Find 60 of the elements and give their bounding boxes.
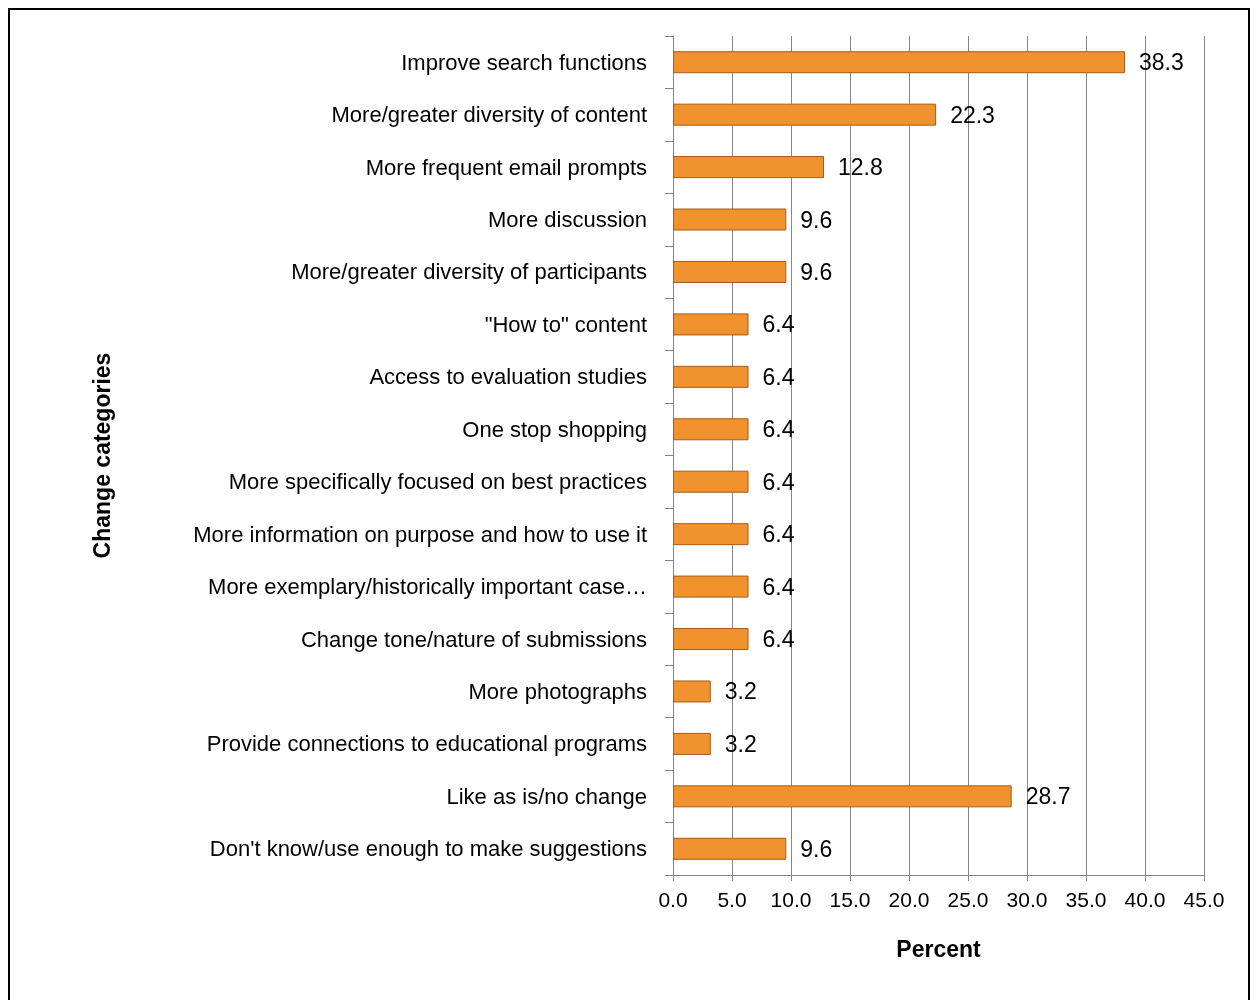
data-label: 6.4 (762, 311, 795, 338)
y-tick-label: Improve search functions (401, 49, 647, 75)
x-tick-label: 5.0 (717, 888, 747, 911)
x-tick-label: 30.0 (1006, 888, 1048, 911)
y-axis-title: Change categories (88, 352, 115, 559)
data-label: 3.2 (724, 678, 757, 705)
data-label: 12.8 (838, 154, 883, 181)
y-tick-label: More exemplary/historically important case… (208, 574, 647, 600)
bar (673, 470, 749, 493)
x-tick-label: 40.0 (1124, 888, 1166, 911)
x-tick-label: 10.0 (770, 888, 812, 911)
bar (673, 156, 825, 179)
data-label: 6.4 (762, 468, 795, 495)
bar (673, 313, 749, 336)
y-tick-label: More specifically focused on best practices (228, 469, 647, 495)
data-label: 9.6 (800, 835, 833, 862)
data-label: 6.4 (762, 363, 795, 390)
x-tick-label: 20.0 (888, 888, 930, 911)
y-tick-label: More discussion (488, 207, 647, 233)
data-label: 6.4 (762, 521, 795, 548)
bar (673, 51, 1125, 74)
x-tick-label: 25.0 (947, 888, 989, 911)
bar (673, 680, 711, 703)
bar (673, 575, 749, 598)
bar (673, 837, 787, 860)
bar (673, 260, 787, 283)
bar (673, 365, 749, 388)
y-tick-label: Access to evaluation studies (369, 364, 647, 390)
bar (673, 732, 711, 755)
y-tick-label: More/greater diversity of content (331, 102, 647, 128)
y-tick-label: One stop shopping (462, 416, 647, 442)
bar (673, 628, 749, 651)
data-label: 6.4 (762, 626, 795, 653)
bar (673, 785, 1012, 808)
data-label: 6.4 (762, 416, 795, 443)
x-tick-label: 45.0 (1183, 888, 1225, 911)
y-tick-label: More photographs (468, 678, 647, 704)
y-tick-label: Change tone/nature of submissions (300, 626, 647, 652)
data-label: 6.4 (762, 573, 795, 600)
data-label: 9.6 (800, 258, 833, 285)
data-label: 22.3 (950, 101, 995, 128)
y-tick-label: Provide connections to educational programs (206, 731, 647, 757)
y-tick-label: More frequent email prompts (365, 154, 647, 180)
y-tick-label: Don't know/use enough to make suggestions (209, 836, 647, 862)
bar (673, 208, 787, 231)
data-label: 28.7 (1025, 783, 1071, 810)
bar (673, 523, 749, 546)
data-label: 9.6 (800, 206, 833, 233)
x-axis-title: Percent (896, 935, 982, 962)
bar (673, 418, 749, 441)
y-tick-label: "How to" content (484, 311, 647, 337)
y-tick-label: More/greater diversity of participants (291, 259, 647, 285)
data-label: 3.2 (724, 730, 757, 757)
x-tick-label: 35.0 (1065, 888, 1107, 911)
y-tick-label: More information on purpose and how to use it (193, 521, 647, 547)
x-tick-label: 0.0 (658, 888, 688, 911)
data-label: 38.3 (1138, 49, 1184, 76)
x-tick-label: 15.0 (829, 888, 871, 911)
y-tick-label: Like as is/no change (446, 783, 647, 809)
bar (673, 103, 937, 126)
